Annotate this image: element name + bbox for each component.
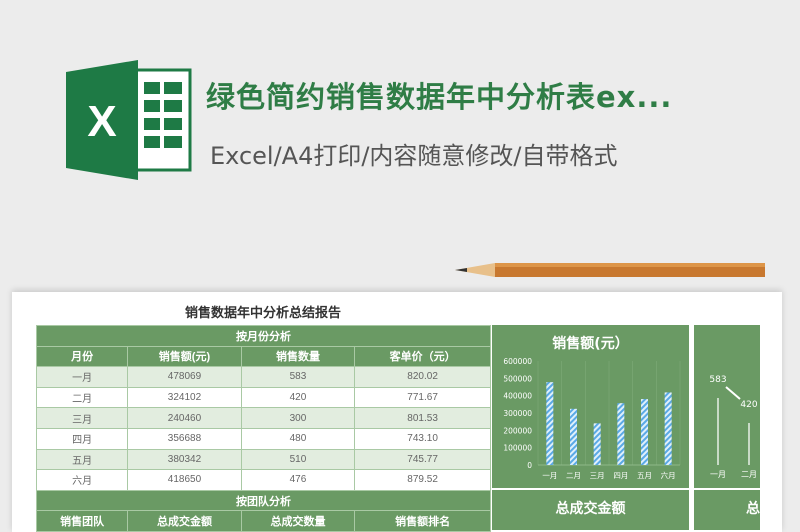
table-cell: 356688 [127,427,242,450]
bar-chart: 600000 500000 400000 300000 200000 100000 0 一月二… [503,357,681,480]
y-tick-label: 500000 [503,374,532,383]
chart-title: 销售额(元） [552,336,629,352]
table-cell: 六月 [35,469,129,491]
table-cell: 801.53 [354,407,491,429]
table-row: 五月 380342 510 745.77 [35,448,491,471]
report-title: 销售数据年中分析总结报告 [184,306,341,321]
panel-title: 总成交金额 [555,501,626,517]
table-cell: 420 [240,386,356,409]
x-tick-label: 六月 [661,470,676,480]
page-title: 绿色简约销售数据年中分析表ex... [206,80,673,114]
bar [641,399,648,465]
sales-chart-panel: 销售额(元） 600000 500000 400000 300000 200000 100… [492,325,689,488]
column-header: 月份 [35,345,129,368]
bar [593,423,601,465]
monthly-table: 按月份分析 月份 销售额(元) 销售数量 客单价（元） 一月 478069 583 820.… [35,325,491,532]
x-tick-label: 三月 [590,471,605,480]
data-label: 420 [740,400,757,410]
x-tick-label: 五月 [637,471,652,480]
bar [570,408,577,465]
column-header: 总成交金额 [127,510,242,532]
y-tick-label: 200000 [503,426,532,435]
table-cell: 五月 [35,448,129,471]
column-header: 总成交数量 [240,510,356,532]
column-header: 销售数量 [240,345,356,368]
x-tick-label: 一月 [710,470,726,479]
y-tick-label: 300000 [503,409,532,418]
table-row: 二月 324102 420 771.67 [35,386,491,409]
column-header: 销售团队 [35,510,129,532]
table-row: 一月 478069 583 820.02 [35,366,491,388]
table-cell: 743.10 [354,427,491,450]
svg-text:X: X [87,97,116,146]
table-cell: 510 [240,448,356,471]
x-tick-label: 二月 [566,471,581,480]
table-cell: 四月 [35,427,129,450]
table-cell: 476 [240,469,356,491]
x-tick-label: 二月 [741,470,757,479]
x-tick-label: 一月 [542,471,557,480]
table-cell: 745.77 [354,448,491,471]
table-row: 六月 418650 476 879.52 [35,469,491,491]
table-cell: 300 [240,407,356,429]
table-cell: 418650 [127,469,242,491]
y-tick-label: 0 [527,461,532,470]
page-subtitle: Excel/A4打印/内容随意修改/自带格式 [210,142,618,170]
table-cell: 三月 [35,407,129,429]
section-header: 按团队分析 [36,489,491,512]
line-chart: 583 一月 420 二月 [709,375,757,479]
table-cell: 324102 [127,386,242,409]
y-tick-label: 600000 [503,357,532,366]
table-cell: 771.67 [354,386,491,409]
bar [617,403,625,465]
data-label: 583 [709,375,726,385]
y-tick-label: 100000 [503,444,532,453]
table-cell: 二月 [35,386,129,409]
bar [546,382,554,465]
bar [664,392,672,465]
total-amount-panel: 总成交金额 [492,490,689,530]
column-header: 销售额(元) [127,345,242,368]
section-header: 按月份分析 [36,325,491,347]
column-header: 销售额排名 [354,510,491,532]
table-row: 三月 240460 300 801.53 [35,407,491,429]
series-line [725,386,741,400]
table-cell: 820.02 [354,366,491,388]
table-cell: 480 [240,427,356,450]
table-cell: 240460 [127,407,242,429]
table-cell: 879.52 [354,469,491,491]
pencil-icon [455,258,775,286]
x-tick-label: 四月 [613,471,628,480]
excel-logo-icon: X [66,60,192,180]
panel-title: 总 [746,501,760,517]
table-cell: 478069 [127,366,242,388]
table-cell: 583 [240,366,356,388]
total-qty-panel: 总 [694,490,760,530]
table-cell: 一月 [35,366,129,388]
qty-chart-panel: 583 一月 420 二月 [694,325,760,488]
y-tick-label: 400000 [503,392,532,401]
column-header: 客单价（元） [354,345,491,368]
table-row: 四月 356688 480 743.10 [35,427,491,450]
table-cell: 380342 [127,448,242,471]
